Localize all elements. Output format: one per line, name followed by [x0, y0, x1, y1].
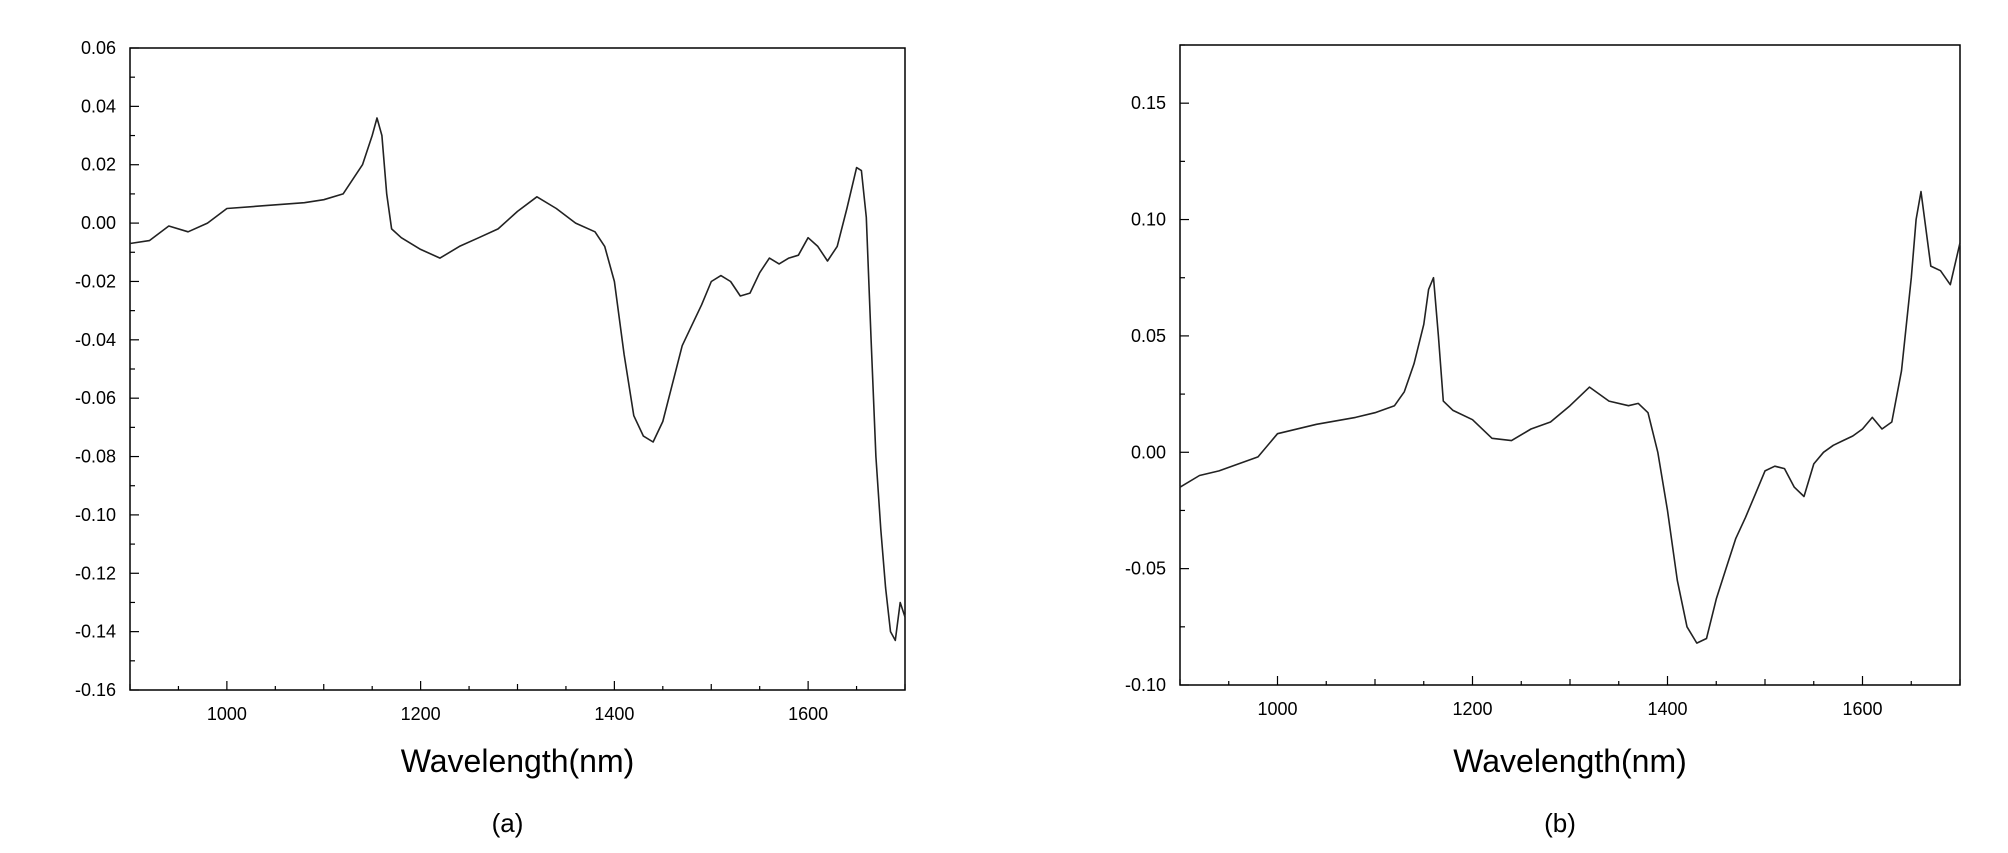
panel-caption: (b): [1544, 808, 1576, 838]
plot-frame: [1179, 44, 1961, 686]
series-line: [1179, 190, 1961, 644]
x-tick-label: 1000: [1257, 699, 1297, 719]
panel-caption: (a): [492, 808, 524, 838]
y-tick-label: -0.06: [75, 388, 116, 408]
y-tick-label: -0.10: [1125, 675, 1166, 695]
y-tick-label: 0.05: [1131, 326, 1166, 346]
y-tick-label: -0.05: [1125, 559, 1166, 579]
y-tick-label: 0.02: [81, 155, 116, 175]
y-tick-label: -0.12: [75, 563, 116, 583]
y-tick-label: 0.15: [1131, 93, 1166, 113]
x-axis-title: Wavelength(nm): [401, 743, 635, 779]
x-tick-label: 1600: [1842, 699, 1882, 719]
x-tick-label: 1000: [207, 704, 247, 724]
y-tick-label: 0.00: [1131, 442, 1166, 462]
x-axis-title: Wavelength(nm): [1453, 743, 1687, 779]
y-tick-label: 0.04: [81, 96, 116, 116]
y-tick-label: -0.16: [75, 680, 116, 700]
x-tick-label: 1400: [594, 704, 634, 724]
y-tick-label: 0.10: [1131, 210, 1166, 230]
chart-panel-a: 1000 1200 1400 1600 0.06 0.04 0.02 0.00 -0.02 -0.…: [75, 38, 906, 838]
y-tick-label: 0.00: [81, 213, 116, 233]
y-tick-label: -0.02: [75, 271, 116, 291]
y-tick-label: -0.04: [75, 330, 116, 350]
plot-frame: [129, 47, 906, 691]
y-tick-label: -0.14: [75, 622, 116, 642]
y-tick-label: 0.06: [81, 38, 116, 58]
x-tick-label: 1200: [1452, 699, 1492, 719]
y-tick-label: -0.08: [75, 447, 116, 467]
x-tick-label: 1600: [788, 704, 828, 724]
series-line: [129, 117, 906, 642]
chart-panel-b: 1000 1200 1400 1600 0.15 0.10 0.05 0.00 -0.05 -0.…: [1125, 44, 1961, 838]
y-tick-label: -0.10: [75, 505, 116, 525]
x-tick-label: 1400: [1647, 699, 1687, 719]
x-tick-label: 1200: [401, 704, 441, 724]
